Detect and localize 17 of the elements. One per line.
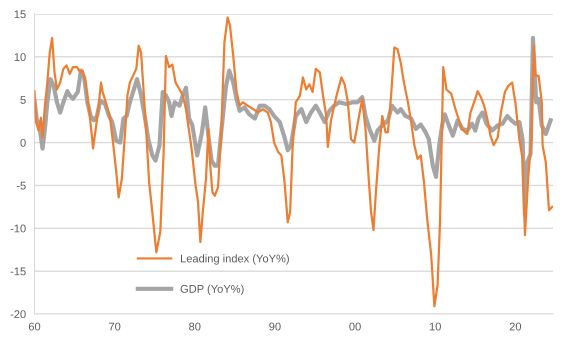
legend-label: Leading index (YoY%): [180, 254, 289, 265]
x-tick-label: 80: [189, 322, 201, 330]
y-tick-label: -15: [10, 268, 26, 276]
x-tick-label: 90: [269, 322, 281, 330]
legend-label: GDP (YoY%): [180, 284, 244, 295]
y-tick-label: -5: [16, 182, 26, 190]
x-tick-label: 00: [349, 322, 361, 330]
x-tick-label: 70: [109, 322, 120, 330]
y-tick-label: -10: [10, 224, 26, 232]
x-tick-label: 20: [510, 322, 522, 330]
x-tick-label: 60: [28, 322, 40, 330]
y-tick-label: -20: [10, 310, 26, 318]
y-tick-label: 10: [14, 53, 26, 61]
y-tick-label: 0: [20, 138, 26, 147]
y-tick-label: 5: [20, 96, 26, 104]
x-tick-label: 10: [430, 322, 441, 330]
y-tick-label: 15: [14, 10, 26, 18]
